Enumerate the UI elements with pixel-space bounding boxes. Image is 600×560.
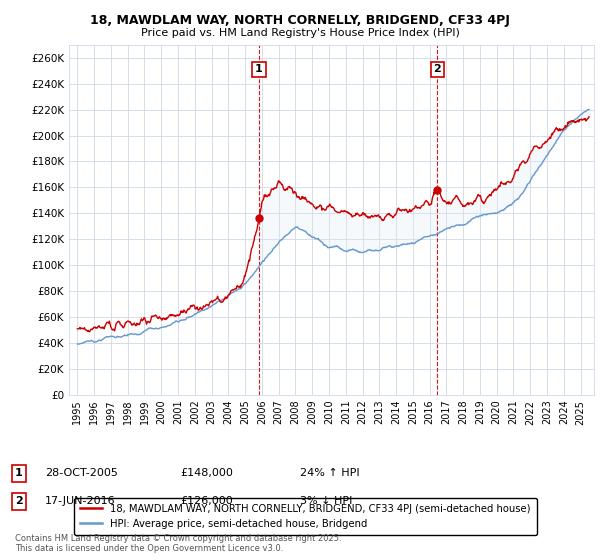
Text: 1: 1 — [255, 64, 263, 74]
Text: 2: 2 — [433, 64, 441, 74]
Text: Contains HM Land Registry data © Crown copyright and database right 2025.
This d: Contains HM Land Registry data © Crown c… — [15, 534, 341, 553]
Text: 18, MAWDLAM WAY, NORTH CORNELLY, BRIDGEND, CF33 4PJ: 18, MAWDLAM WAY, NORTH CORNELLY, BRIDGEN… — [90, 14, 510, 27]
Text: 28-OCT-2005: 28-OCT-2005 — [45, 468, 118, 478]
Text: £126,000: £126,000 — [180, 496, 233, 506]
Text: 24% ↑ HPI: 24% ↑ HPI — [300, 468, 359, 478]
Text: 1: 1 — [15, 468, 23, 478]
Text: Price paid vs. HM Land Registry's House Price Index (HPI): Price paid vs. HM Land Registry's House … — [140, 28, 460, 38]
Text: 3% ↓ HPI: 3% ↓ HPI — [300, 496, 352, 506]
Text: 2: 2 — [15, 496, 23, 506]
Text: £148,000: £148,000 — [180, 468, 233, 478]
Text: 17-JUN-2016: 17-JUN-2016 — [45, 496, 116, 506]
Legend: 18, MAWDLAM WAY, NORTH CORNELLY, BRIDGEND, CF33 4PJ (semi-detached house), HPI: : 18, MAWDLAM WAY, NORTH CORNELLY, BRIDGEN… — [74, 498, 536, 535]
